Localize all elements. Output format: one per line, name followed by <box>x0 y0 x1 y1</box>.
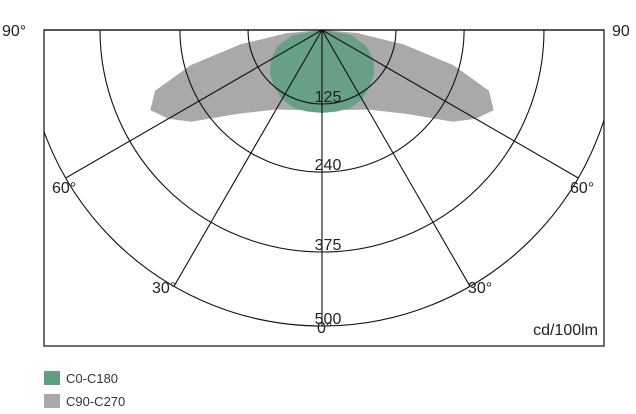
legend-label-c0-c180: C0-C180 <box>66 370 119 386</box>
ring-label-240: 240 <box>315 157 342 174</box>
angle-label-bottom-0: 0° <box>317 320 332 337</box>
upper-spoke-left-30 <box>321 30 322 31</box>
legend: C0-C180 C90-C270 <box>44 367 125 413</box>
legend-item-c90-c270: C90-C270 <box>44 390 125 412</box>
legend-item-c0-c180: C0-C180 <box>44 367 125 389</box>
angle-label-left-60: 60° <box>52 180 76 197</box>
angle-label-right-30: 30° <box>468 280 492 297</box>
ring-labels: 125 240 375 500 <box>315 89 342 328</box>
unit-label: cd/100lm <box>533 322 598 339</box>
angle-label-right-90: 90 <box>612 23 630 40</box>
angle-label-right-60: 60° <box>570 180 594 197</box>
spoke-left-60 <box>65 30 323 179</box>
polar-grid <box>44 30 604 327</box>
angle-label-left-90: 90° <box>2 23 26 40</box>
ring-label-125: 125 <box>315 89 342 106</box>
legend-swatch-c90-c270 <box>44 394 60 408</box>
upper-spoke-left-60 <box>320 30 322 31</box>
ring-label-500: 500 <box>315 311 342 328</box>
angle-label-left-30: 30° <box>152 280 176 297</box>
upper-spoke-right-30 <box>322 30 323 31</box>
upper-spoke-right-60 <box>322 30 324 31</box>
legend-label-c90-c270: C90-C270 <box>66 393 126 409</box>
spoke-left-30 <box>173 30 323 287</box>
spoke-right-60 <box>321 30 579 179</box>
plot-frame <box>43 29 605 347</box>
ring-label-375: 375 <box>315 237 342 254</box>
spoke-right-30 <box>321 30 471 287</box>
legend-swatch-c0-c180 <box>44 371 60 385</box>
